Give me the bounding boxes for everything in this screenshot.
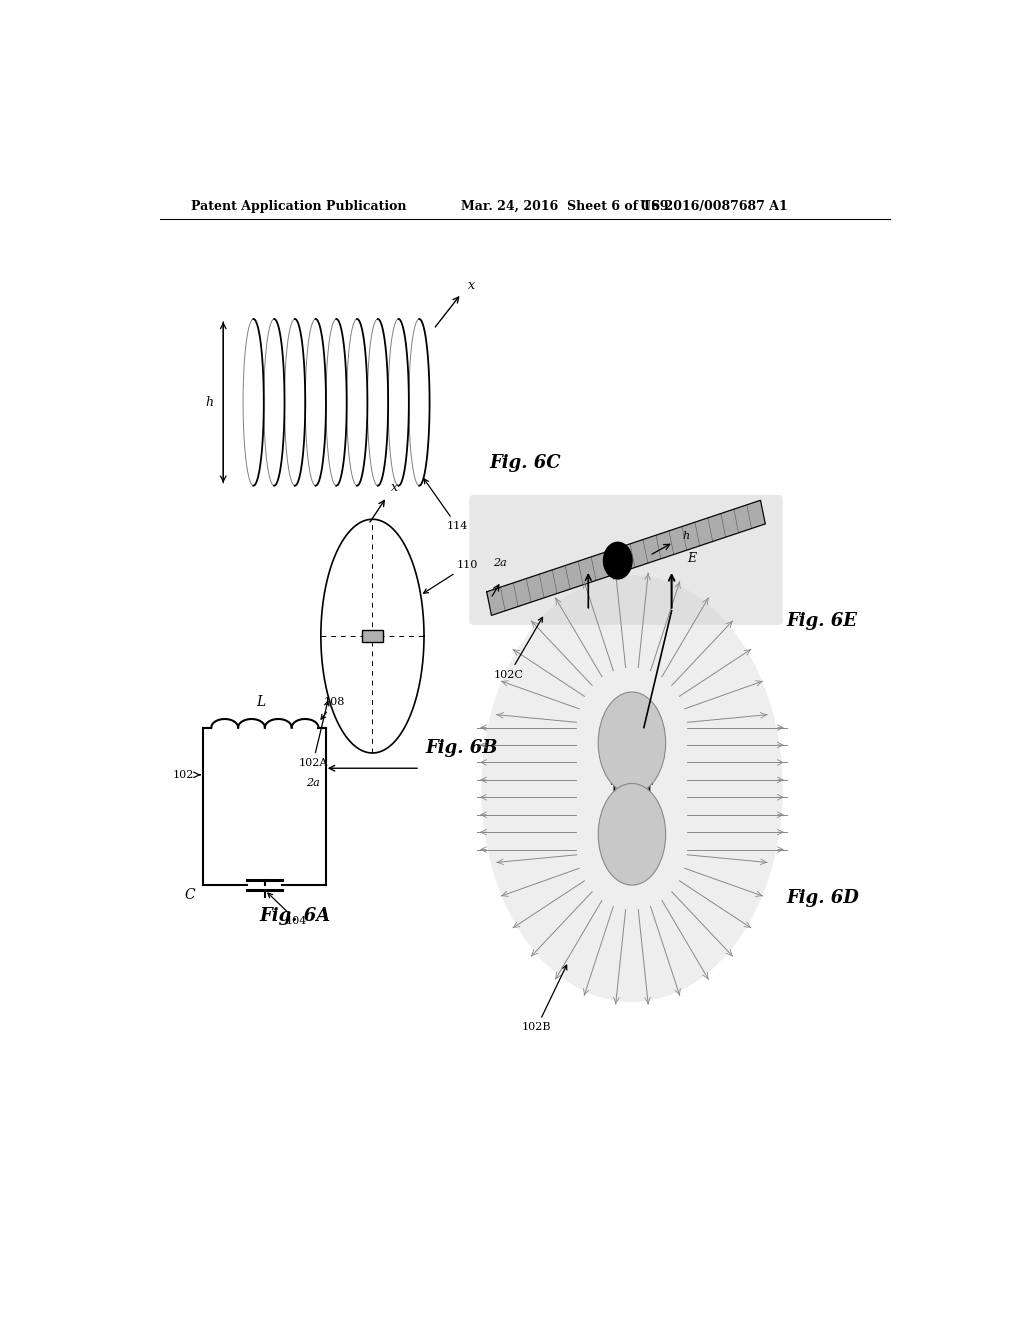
- Text: 108: 108: [322, 697, 345, 719]
- Text: L: L: [256, 696, 265, 709]
- FancyBboxPatch shape: [469, 495, 782, 624]
- Text: Patent Application Publication: Patent Application Publication: [191, 199, 407, 213]
- Text: x: x: [391, 480, 397, 494]
- Text: 102: 102: [172, 770, 194, 780]
- Text: 102C: 102C: [494, 618, 543, 680]
- Text: Fig. 6E: Fig. 6E: [786, 612, 858, 630]
- Text: x: x: [468, 279, 475, 292]
- Text: 110: 110: [424, 560, 478, 593]
- Text: C: C: [184, 888, 196, 903]
- Bar: [362, 630, 383, 643]
- Ellipse shape: [598, 784, 666, 886]
- Text: B: B: [604, 552, 613, 565]
- Text: 104: 104: [268, 894, 307, 925]
- Text: 102A: 102A: [298, 701, 329, 768]
- Polygon shape: [486, 500, 765, 615]
- Text: h: h: [205, 396, 213, 409]
- Text: E: E: [687, 552, 696, 565]
- Ellipse shape: [598, 692, 666, 793]
- Text: 102B: 102B: [522, 965, 566, 1032]
- Circle shape: [603, 543, 632, 579]
- Text: h: h: [683, 531, 690, 541]
- Text: Fig. 6B: Fig. 6B: [425, 739, 498, 756]
- Text: US 2016/0087687 A1: US 2016/0087687 A1: [640, 199, 787, 213]
- Text: 114: 114: [424, 479, 468, 532]
- Text: Fig. 6A: Fig. 6A: [259, 907, 331, 924]
- Ellipse shape: [481, 576, 782, 1002]
- Text: 2a: 2a: [306, 779, 319, 788]
- Text: Fig. 6C: Fig. 6C: [489, 454, 560, 473]
- Text: Mar. 24, 2016  Sheet 6 of 169: Mar. 24, 2016 Sheet 6 of 169: [461, 199, 669, 213]
- Text: Fig. 6D: Fig. 6D: [786, 890, 859, 907]
- Text: 2a: 2a: [494, 558, 507, 568]
